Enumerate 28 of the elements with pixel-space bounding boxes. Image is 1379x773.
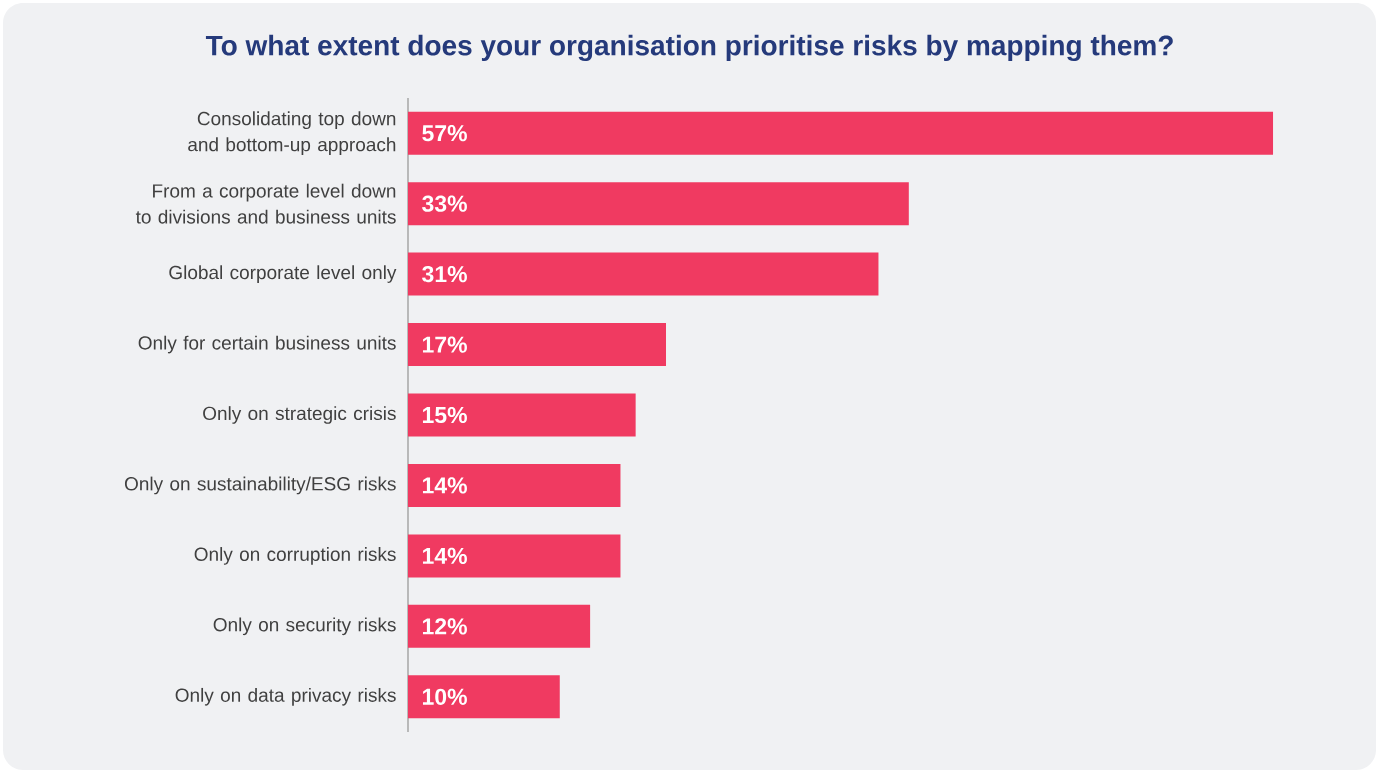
bar [408,534,621,578]
y-tick-label: Only on data privacy risks [175,687,396,706]
bar [408,323,666,367]
y-tick-label: Consolidating top down and bottom-up approach [188,111,396,156]
y-tick-label: From a corporate level down to divisions and business units [135,183,396,224]
bar [408,182,909,226]
chart-title: To what extent does your organisation prioritise risks by mapping them? [205,34,1173,62]
bar [408,252,879,296]
bar [408,463,621,507]
bar [408,675,560,719]
y-tick-label: Global corporate level only [169,265,397,283]
data-label: 57% [422,125,467,142]
y-tick-label: Only for certain business units [138,335,396,354]
bar [408,604,591,648]
data-label: 17% [422,336,467,353]
bar [408,111,1274,155]
data-label: 12% [422,618,467,635]
y-tick-label: Only on corruption risks [194,547,396,565]
y-tick-label: Only on strategic crisis [203,406,396,424]
data-label: 31% [422,265,467,283]
y-tick-label: Only on security risks [213,617,396,636]
data-label: 10% [422,688,467,705]
data-label: 14% [422,477,467,494]
data-label: 15% [422,406,467,424]
bar [408,393,636,437]
data-label: 33% [422,195,467,212]
data-label: 14% [422,547,467,564]
y-tick-label: Only on sustainability/ESG risks [124,476,396,495]
